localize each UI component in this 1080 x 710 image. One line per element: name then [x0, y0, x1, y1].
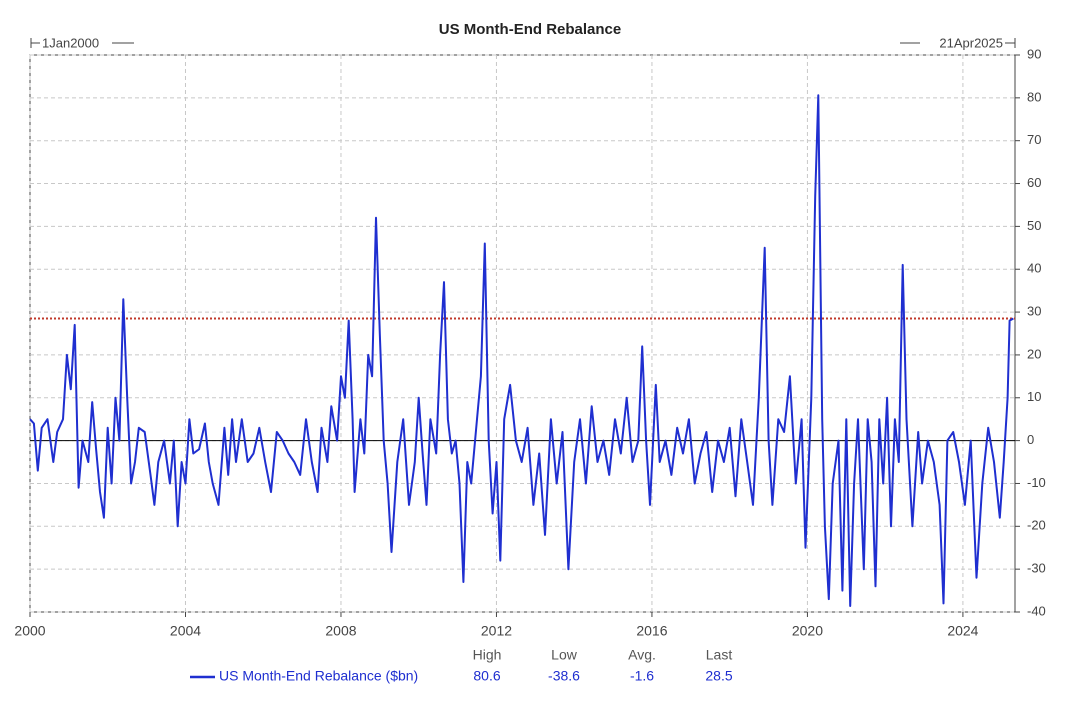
- date-range-marks: [30, 38, 1016, 48]
- stat-label: Last: [706, 647, 733, 663]
- x-tick-label: 2016: [636, 623, 667, 639]
- stat-value: -1.6: [630, 668, 654, 684]
- y-tick-label: 90: [1027, 46, 1041, 61]
- x-tick-label: 2004: [170, 623, 201, 639]
- x-tick-label: 2000: [14, 623, 45, 639]
- y-tick-label: -10: [1027, 475, 1046, 490]
- stat-label: Avg.: [628, 647, 656, 663]
- y-tick-label: -30: [1027, 561, 1046, 576]
- x-tick-label: 2024: [947, 623, 978, 639]
- series-line: [29, 94, 1014, 607]
- x-tick-label: 2012: [481, 623, 512, 639]
- y-tick-label: 40: [1027, 261, 1041, 276]
- y-tick-label: 70: [1027, 132, 1041, 147]
- x-tick-label: 2008: [325, 623, 356, 639]
- plot-frame: [29, 54, 1016, 613]
- stat-value: 28.5: [705, 668, 732, 684]
- y-tick-label: 0: [1027, 432, 1034, 447]
- y-tick-label: 80: [1027, 89, 1041, 104]
- stat-label: High: [473, 647, 502, 663]
- stat-value: 80.6: [473, 668, 500, 684]
- legend-label: US Month-End Rebalance ($bn): [219, 668, 418, 684]
- y-tick-label: 10: [1027, 389, 1041, 404]
- chart-title: US Month-End Rebalance: [439, 21, 622, 38]
- stat-label: Low: [551, 647, 578, 663]
- y-tick-label: -40: [1027, 603, 1046, 618]
- y-tick-label: 30: [1027, 304, 1041, 319]
- y-tick-label: 60: [1027, 175, 1041, 190]
- x-tick-label: 2020: [792, 623, 823, 639]
- end-date: 21Apr2025: [939, 35, 1003, 50]
- y-tick-label: -20: [1027, 518, 1046, 533]
- y-tick-label: 50: [1027, 218, 1041, 233]
- start-date: 1Jan2000: [42, 35, 99, 50]
- y-tick-label: 20: [1027, 346, 1041, 361]
- stat-value: -38.6: [548, 668, 580, 684]
